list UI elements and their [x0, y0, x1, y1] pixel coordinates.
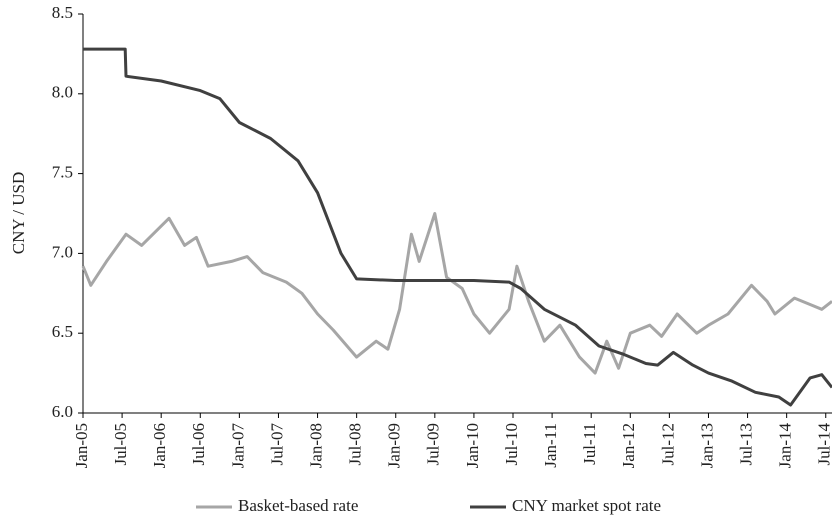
x-tick-label: Jan-05	[72, 423, 91, 468]
x-tick-label: Jan-12	[619, 423, 638, 468]
x-tick-label: Jan-10	[463, 423, 482, 468]
x-tick-label: Jul-07	[267, 423, 286, 466]
x-tick-label: Jul-09	[424, 423, 443, 466]
y-axis-label: CNY / USD	[9, 172, 28, 255]
series-line	[81, 212, 832, 375]
x-tick-label: Jan-08	[306, 423, 325, 468]
x-tick-label: Jul-14	[815, 423, 832, 466]
x-tick-label: Jul-11	[580, 423, 599, 465]
x-tick-label: Jul-05	[111, 423, 130, 466]
y-tick-label: 6.5	[52, 322, 73, 341]
x-tick-label: Jan-11	[541, 423, 560, 468]
y-tick-label: 7.0	[52, 242, 73, 261]
x-tick-label: Jul-12	[658, 423, 677, 466]
series-line	[83, 47, 832, 407]
x-tick-label: Jan-14	[776, 423, 795, 469]
x-tick-label: Jul-06	[189, 423, 208, 466]
x-tick-label: Jan-09	[385, 423, 404, 468]
legend-label: Basket-based rate	[238, 496, 358, 515]
y-tick-label: 7.5	[52, 163, 73, 182]
x-tick-label: Jan-13	[697, 423, 716, 468]
x-tick-label: Jul-08	[346, 423, 365, 466]
x-tick-label: Jul-13	[736, 423, 755, 466]
y-tick-label: 8.5	[52, 3, 73, 22]
x-tick-label: Jan-07	[228, 423, 247, 469]
legend-label: CNY market spot rate	[512, 496, 661, 515]
x-tick-label: Jul-10	[502, 423, 521, 466]
x-tick-label: Jan-06	[150, 423, 169, 468]
y-tick-label: 8.0	[52, 83, 73, 102]
y-tick-label: 6.0	[52, 402, 73, 421]
